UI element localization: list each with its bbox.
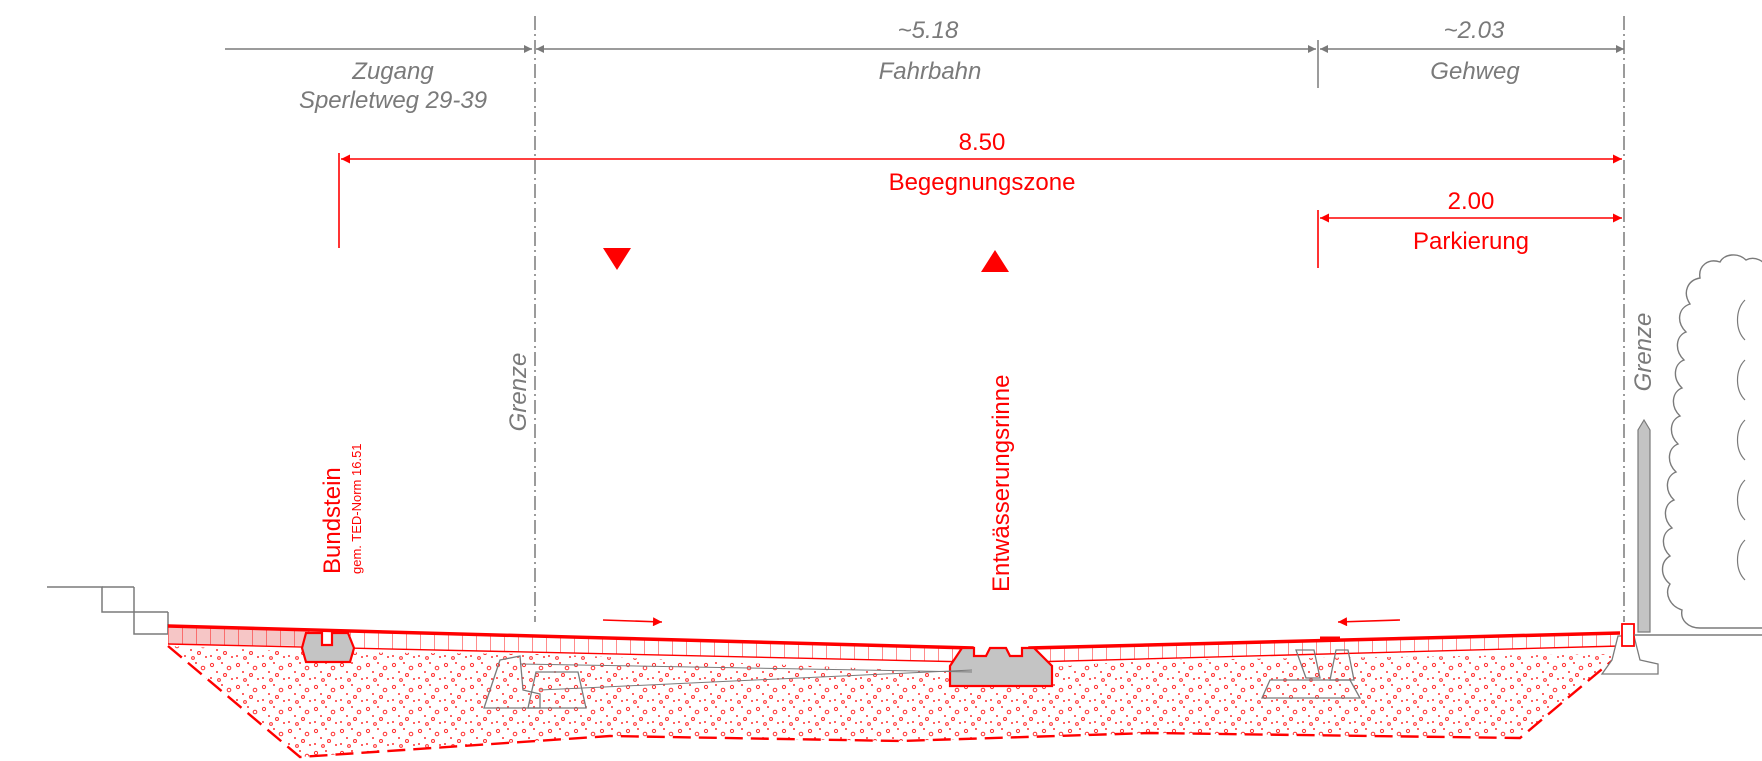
old-foundation-outline xyxy=(527,671,587,709)
post-base-marker xyxy=(1621,623,1635,647)
parking-label: Parkierung xyxy=(1413,228,1529,255)
total-zone-label: Begegnungszone xyxy=(889,169,1076,196)
slope-arrow-left xyxy=(602,617,663,627)
fence-post xyxy=(1600,418,1762,675)
slope-arrows xyxy=(602,617,1401,627)
bundstein-label: Bundstein xyxy=(319,467,346,574)
subbase-outline xyxy=(167,645,1621,759)
existing-dimension-chain: Zugang Sperletweg 29-39 ~5.18 Fahrbahn ~… xyxy=(225,17,1624,114)
parking-width-label: 2.00 xyxy=(1448,188,1495,215)
pavement-left-lane xyxy=(168,626,972,662)
post-foundation xyxy=(1600,635,1659,675)
slope-arrow-right xyxy=(1337,617,1401,627)
hedge-inner-detail xyxy=(1736,299,1746,581)
low-point-triangle-marker xyxy=(603,248,631,270)
pavement-right-lane xyxy=(1030,633,1620,662)
fahrbahn-label: Fahrbahn xyxy=(879,58,982,85)
gravel-subbase xyxy=(168,646,1620,757)
total-width-label: 8.50 xyxy=(959,129,1006,156)
boundary-lines: Grenze Grenze xyxy=(505,16,1657,622)
fahrbahn-width-label: ~5.18 xyxy=(898,17,959,44)
stair-outline xyxy=(47,586,169,635)
existing-ghost-elements xyxy=(483,649,1362,709)
bundstein-norm-label: gem. TED-Norm 16.51 xyxy=(349,443,364,574)
zugang-label-line1: Zugang xyxy=(351,58,434,85)
hedge-tree-outline xyxy=(1661,254,1762,629)
high-point-triangle-marker xyxy=(981,250,1009,272)
old-kerb-outline xyxy=(483,655,541,709)
old-curb-right-outline xyxy=(1295,649,1321,679)
post-pole xyxy=(1637,418,1651,633)
right-boundary-label: Grenze xyxy=(1630,313,1657,392)
gehweg-width-label: ~2.03 xyxy=(1444,17,1505,44)
kerb-stone-block xyxy=(300,631,356,664)
existing-steps xyxy=(47,586,169,635)
annotations: Bundstein gem. TED-Norm 16.51 Entwässeru… xyxy=(319,375,1015,592)
left-boundary-label: Grenze xyxy=(505,353,532,432)
drainage-channel-block xyxy=(948,646,1054,688)
drainage-channel-label: Entwässerungsrinne xyxy=(988,375,1015,592)
proposed-dimension-chain: 8.50 Begegnungszone 2.00 Parkierung xyxy=(338,129,1622,272)
zugang-label-line2: Sperletweg 29-39 xyxy=(299,87,487,114)
old-foundation-right-outline xyxy=(1260,679,1362,699)
gehweg-label: Gehweg xyxy=(1430,58,1520,85)
